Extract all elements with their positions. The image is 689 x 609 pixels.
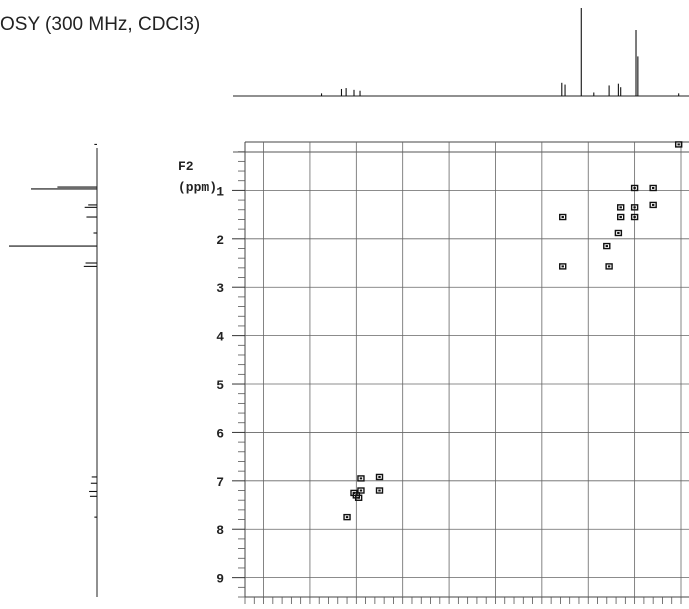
- cross-peak-core: [345, 516, 349, 519]
- top-projection-spectrum: [233, 8, 689, 97]
- cross-peak: [559, 263, 567, 270]
- tick-label-8: 8: [216, 523, 224, 538]
- tick-label-9: 9: [216, 572, 224, 587]
- cross-peak-core: [352, 491, 356, 494]
- tick-label-4: 4: [216, 330, 224, 345]
- cross-peak-core: [633, 216, 636, 219]
- cross-peak-core: [617, 232, 620, 234]
- cross-peak: [630, 213, 639, 221]
- cross-peak: [614, 229, 623, 237]
- cross-peak-core: [651, 203, 655, 206]
- grid-lines: [245, 142, 689, 597]
- cross-peak: [350, 489, 358, 497]
- cross-peak: [674, 141, 683, 148]
- cross-peak-core: [378, 489, 381, 492]
- cross-peak-core: [561, 265, 564, 268]
- axis-ticks: 1 2 3 4 5 6 7 8 9: [216, 151, 682, 604]
- cross-peak-core: [359, 489, 363, 492]
- tick-label-5: 5: [216, 378, 224, 393]
- cross-peak-core: [633, 186, 636, 189]
- cross-peaks: [343, 141, 683, 521]
- cross-peak: [603, 242, 611, 250]
- cross-peak: [375, 487, 384, 494]
- cross-peak: [559, 213, 567, 221]
- cross-peak-core: [357, 496, 360, 499]
- f2-axis-label-line1: F2: [178, 159, 194, 174]
- tick-label-1: 1: [216, 184, 224, 199]
- cross-peak: [357, 487, 365, 494]
- tick-label-6: 6: [216, 426, 224, 441]
- cross-peak-core: [651, 186, 655, 189]
- cross-peak-core: [561, 216, 564, 219]
- cross-peak-core: [619, 206, 622, 209]
- cross-peak: [617, 213, 625, 221]
- cross-peak: [630, 204, 639, 211]
- plot-frame: [233, 141, 689, 598]
- cross-peak-core: [605, 245, 608, 248]
- tick-label-7: 7: [216, 475, 224, 490]
- cross-peak: [617, 204, 625, 211]
- cross-peak: [649, 201, 657, 209]
- cross-peak: [630, 184, 639, 192]
- cross-peak: [357, 475, 365, 482]
- cross-peak: [354, 494, 363, 501]
- left-projection-spectrum: [9, 143, 98, 597]
- cross-peak-core: [359, 477, 363, 480]
- cross-peak-core: [607, 265, 611, 268]
- cross-peak: [343, 513, 351, 521]
- cross-peak: [375, 473, 384, 481]
- cross-peak-core: [633, 206, 636, 209]
- f2-axis-label-line2: (ppm): [178, 180, 217, 195]
- cross-peak-core: [378, 475, 381, 478]
- tick-label-3: 3: [216, 281, 224, 296]
- tick-label-2: 2: [216, 233, 224, 248]
- chart-title: OSY (300 MHz, CDCl3): [0, 14, 201, 35]
- cross-peak-core: [677, 143, 680, 146]
- cross-peak: [649, 184, 657, 192]
- cross-peak: [605, 263, 613, 270]
- cross-peak-core: [619, 216, 622, 219]
